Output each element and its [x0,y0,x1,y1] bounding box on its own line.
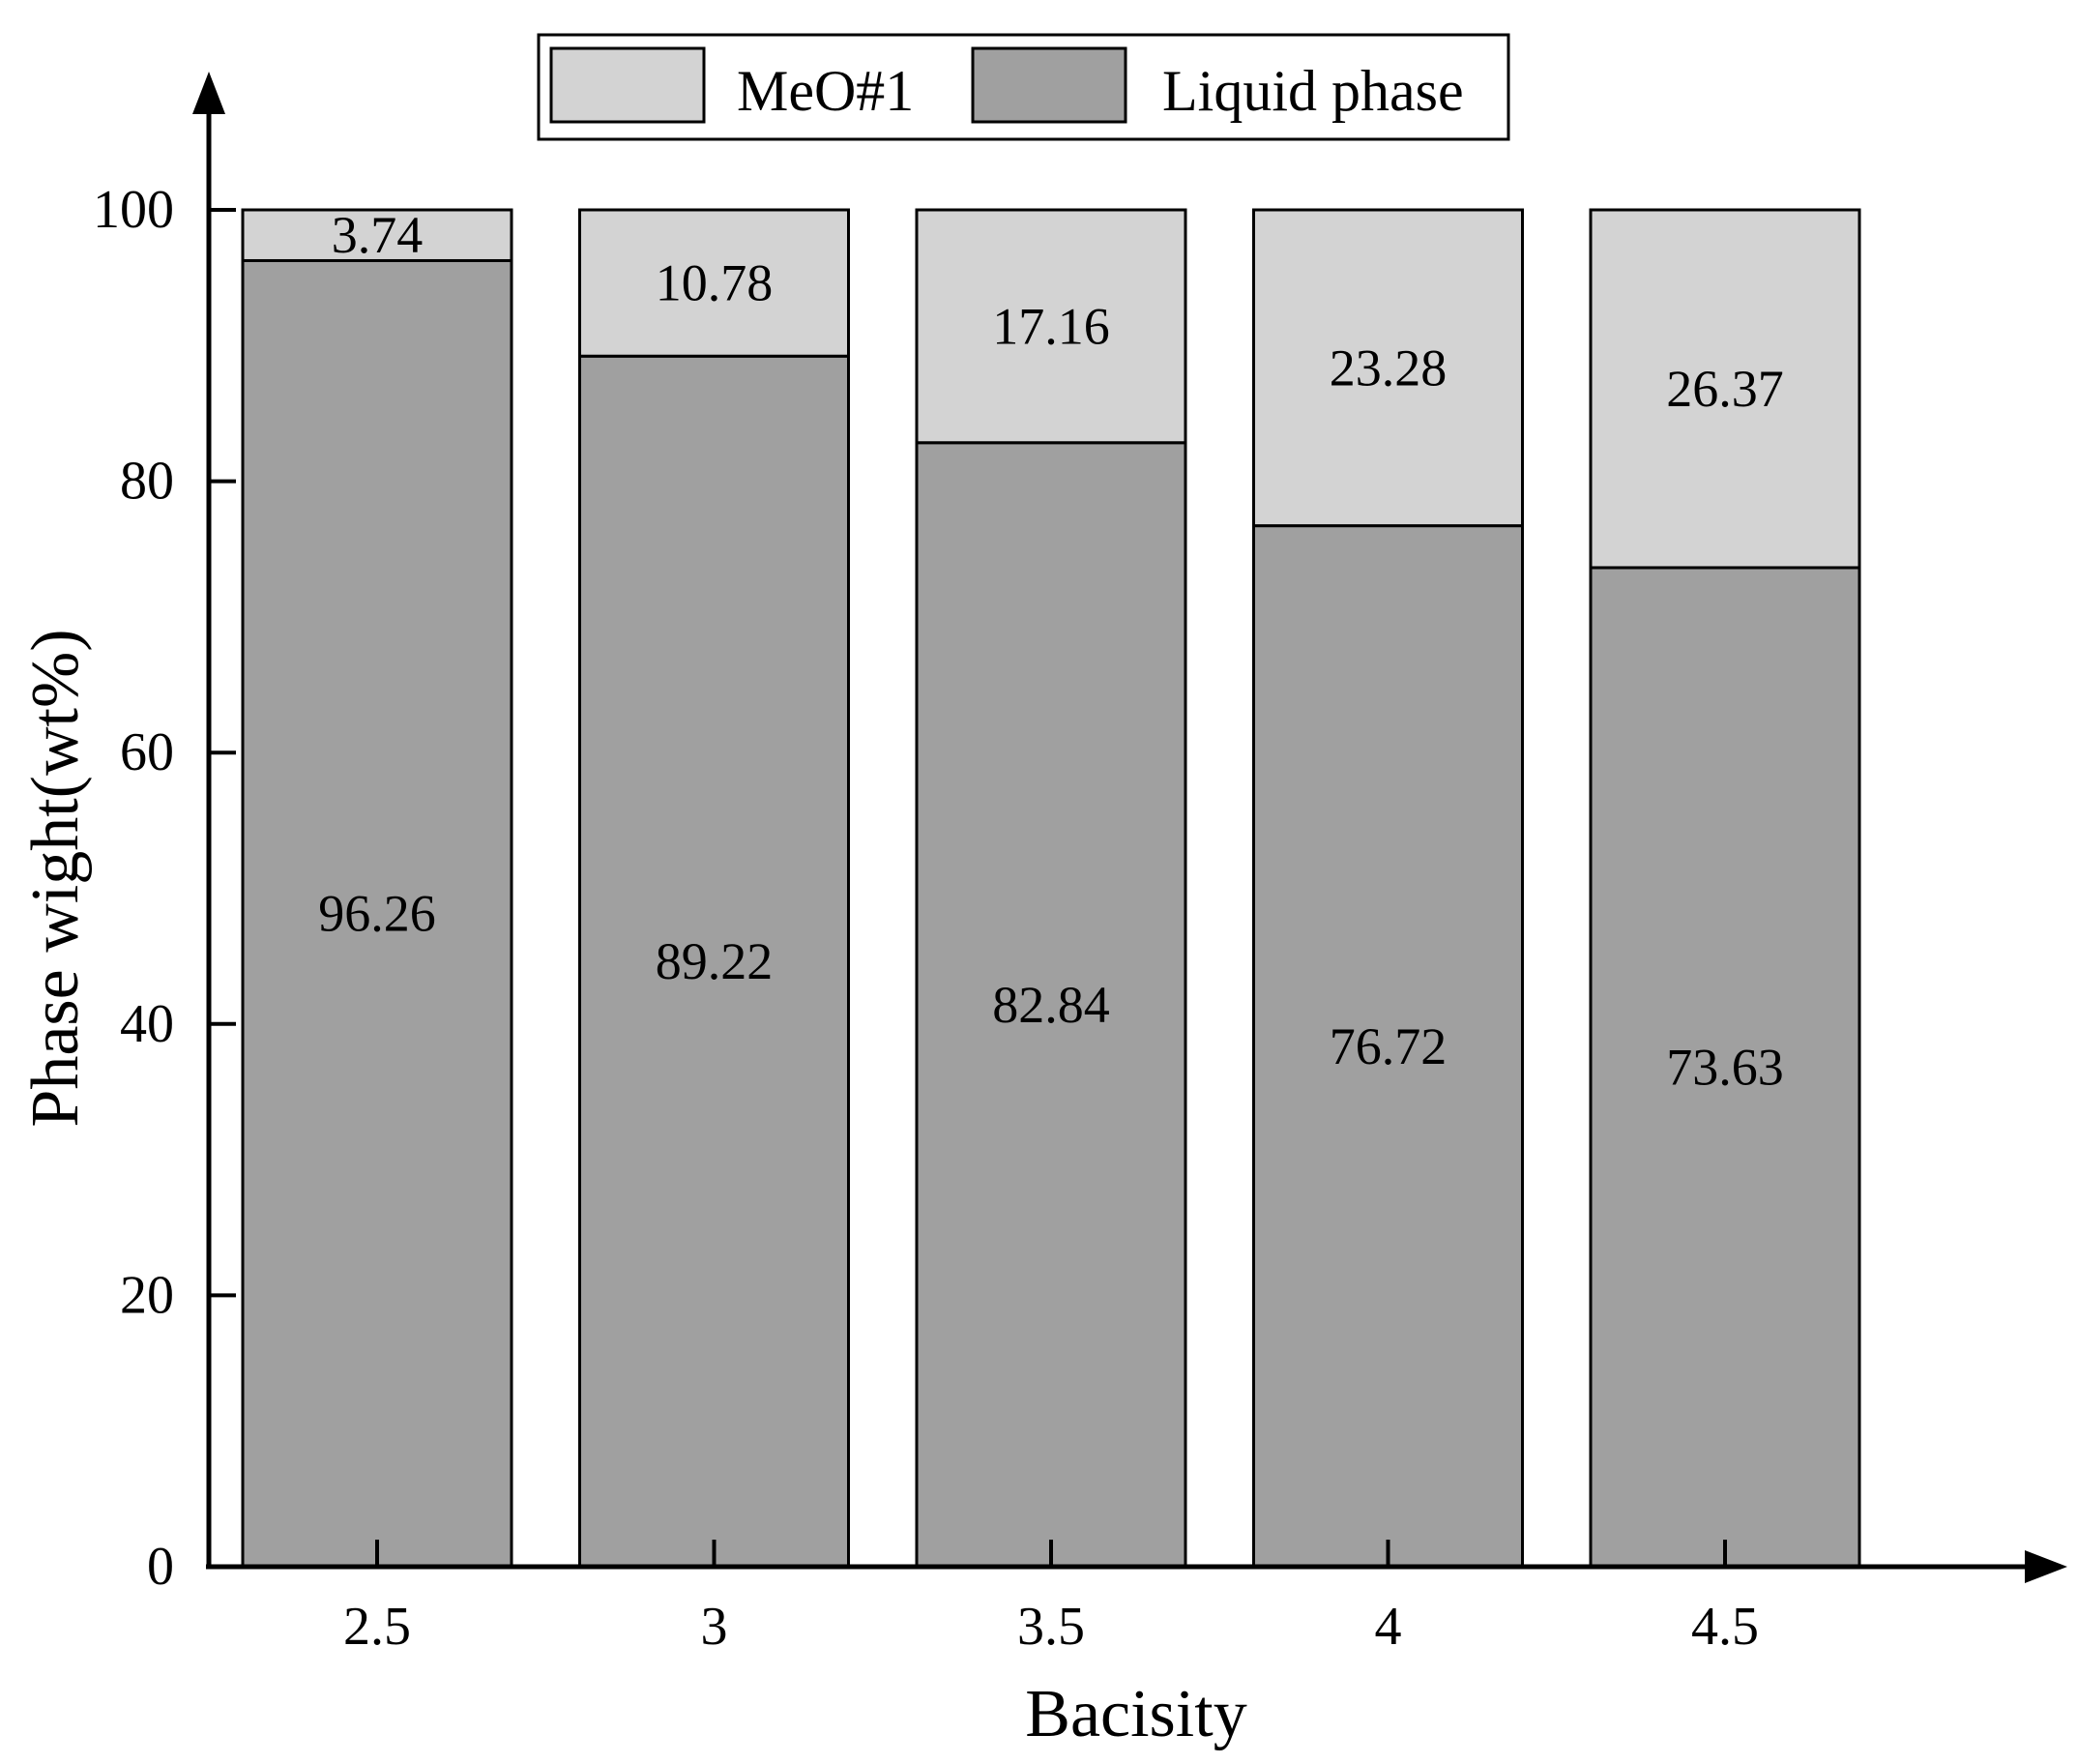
bar-segment-meo-1-4-5 [1589,208,1861,570]
y-tick-label: 20 [120,1265,174,1325]
y-tick-label: 80 [120,452,174,512]
legend-swatch-meo1 [549,46,706,124]
data-label: 82.84 [992,976,1110,1034]
legend: MeO#1 Liquid phase [537,33,1510,141]
y-tick-label: 100 [93,180,174,240]
x-ticks-layer: 2.5 3 3.5 4 4.5 [343,1540,1759,1657]
bar-segment-meo-1-4 [1252,208,1524,528]
data-label: 17.16 [992,297,1110,355]
x-tick-label: 2.5 [343,1597,411,1657]
data-label: 73.63 [1666,1038,1784,1096]
bar-segment-liquid-phase-4 [1252,524,1524,1569]
data-label: 96.26 [318,885,436,943]
y-axis-title: Phase wight(wt%) [18,629,93,1127]
legend-label-liquid-phase: Liquid phase [1162,59,1464,123]
legend-swatch-liquid-phase [971,46,1127,124]
x-tick-label: 3 [701,1597,728,1657]
data-label: 76.72 [1330,1017,1448,1075]
y-tick-label: 60 [120,722,174,782]
data-label: 3.74 [332,206,424,264]
bar-segment-liquid-phase-3-5 [915,441,1187,1569]
data-label: 23.28 [1330,338,1448,397]
y-tick-label: 0 [147,1537,174,1597]
bar-segment-meo-1-2-5 [241,208,513,262]
x-axis-arrow [2025,1550,2067,1583]
x-tick-label: 4 [1375,1597,1402,1657]
x-axis-title: Bacisity [1025,1677,1246,1751]
x-tick-label: 3.5 [1017,1597,1085,1657]
y-ticks-layer: 0 20 40 60 80 100 [93,180,236,1597]
data-label: 26.37 [1666,360,1784,418]
legend-label-meo1: MeO#1 [737,59,914,123]
axes [192,72,2067,1583]
bars-layer [241,208,1861,1569]
bar-segment-liquid-phase-2-5 [241,258,513,1569]
data-labels-layer: 96.26 3.74 89.22 10.78 82.84 17.16 76.72 23.28 7… [318,206,1784,1096]
y-tick-label: 40 [120,994,174,1054]
bar-segment-meo-1-3-5 [915,208,1187,445]
x-tick-label: 4.5 [1691,1597,1759,1657]
data-label: 89.22 [656,932,774,990]
data-label: 10.78 [656,254,774,312]
y-axis-arrow [192,72,225,114]
bar-segment-meo-1-3 [578,208,850,358]
